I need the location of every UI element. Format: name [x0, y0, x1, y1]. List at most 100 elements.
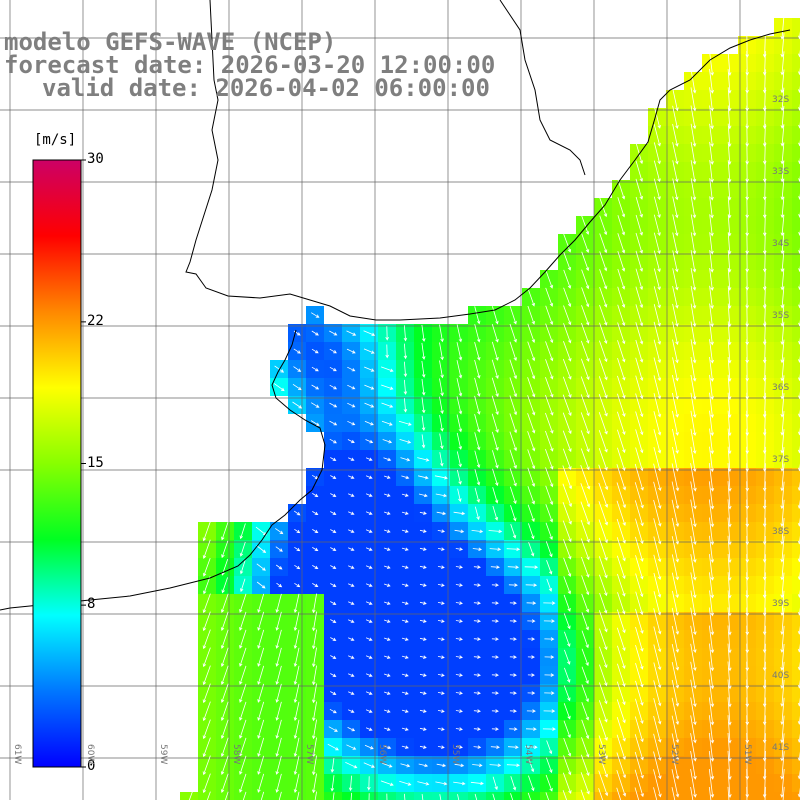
wind-arrow — [436, 763, 447, 768]
wind-arrow — [380, 366, 394, 372]
wind-arrow — [421, 434, 426, 449]
wind-cell — [792, 576, 800, 594]
wind-arrow — [690, 679, 697, 708]
wind-arrow — [347, 366, 356, 372]
wind-arrow — [690, 69, 697, 94]
wind-arrow — [418, 493, 428, 498]
wind-arrow — [598, 519, 608, 544]
wind-arrow — [562, 483, 572, 508]
wind-arrow — [745, 428, 749, 455]
wind-arrow — [275, 773, 282, 793]
wind-arrow — [762, 178, 767, 201]
wind-arrow — [508, 583, 518, 587]
wind-arrow — [690, 160, 697, 183]
wind-arrow — [329, 330, 338, 336]
wind-arrow — [599, 646, 608, 669]
wind-arrow — [509, 486, 517, 505]
wind-arrow — [653, 463, 662, 492]
wind-arrow — [256, 563, 266, 571]
wind-arrow — [780, 393, 785, 418]
wind-arrow — [383, 493, 391, 497]
wind-arrow — [545, 792, 550, 800]
wind-arrow — [690, 285, 697, 309]
wind-arrow — [275, 593, 282, 613]
wind-arrow — [437, 673, 445, 677]
wind-arrow — [419, 583, 427, 587]
wind-arrow — [709, 535, 715, 564]
wind-arrow — [546, 757, 553, 774]
wind-arrow — [762, 661, 767, 690]
wind-arrow — [708, 625, 715, 654]
wind-cell — [486, 792, 504, 800]
wind-arrow — [455, 745, 463, 749]
wind-arrow — [474, 432, 481, 451]
wind-arrow — [527, 637, 536, 641]
wind-arrow — [364, 366, 375, 372]
wind-arrow — [527, 341, 536, 362]
wind-arrow — [472, 547, 483, 551]
wind-arrow — [690, 661, 697, 690]
wind-arrow — [562, 376, 572, 398]
wind-arrow — [580, 789, 586, 800]
wind-arrow — [780, 124, 785, 147]
wind-arrow — [528, 542, 535, 557]
wind-arrow — [709, 446, 714, 473]
estuary-coast-path — [499, 0, 586, 176]
wind-arrow — [672, 357, 679, 382]
wind-arrow — [634, 769, 644, 798]
colorbar-tick-label: 0 — [87, 758, 96, 774]
longitude-label: 58W — [231, 744, 241, 765]
wind-arrow — [330, 547, 337, 551]
wind-cell — [792, 630, 800, 648]
wind-arrow — [780, 375, 785, 400]
wind-arrow — [653, 214, 661, 237]
wind-arrow — [780, 232, 785, 255]
wind-arrow — [653, 751, 662, 780]
wind-arrow — [708, 661, 715, 690]
wind-arrow — [690, 339, 697, 364]
wind-arrow — [562, 412, 572, 435]
wind-arrow — [598, 464, 609, 491]
wind-arrow — [312, 719, 317, 740]
wind-arrow — [348, 601, 355, 605]
wind-arrow — [383, 475, 391, 479]
wind-arrow — [635, 214, 643, 236]
wind-arrow — [617, 215, 626, 236]
wind-arrow — [383, 565, 391, 569]
wind-arrow — [635, 250, 643, 272]
wind-arrow — [580, 519, 590, 543]
colorbar — [32, 159, 86, 768]
wind-cell — [612, 792, 630, 800]
wind-arrow — [672, 446, 679, 472]
wind-arrow — [527, 305, 535, 325]
wind-arrow — [562, 394, 572, 417]
wind-arrow — [437, 709, 445, 713]
wind-cell — [630, 792, 648, 800]
wind-arrow — [509, 637, 517, 641]
wind-arrow — [456, 396, 463, 415]
wind-arrow — [708, 697, 715, 726]
wind-arrow — [491, 359, 499, 379]
wind-arrow — [526, 709, 536, 713]
wind-arrow — [598, 717, 608, 741]
wind-arrow — [473, 673, 481, 677]
wind-arrow — [653, 644, 662, 671]
wind-arrow — [470, 781, 484, 786]
wind-arrow — [509, 359, 517, 380]
wind-arrow — [239, 737, 247, 757]
wind-cell — [792, 342, 800, 360]
wind-arrow — [364, 384, 375, 390]
wind-arrow — [473, 691, 481, 695]
wind-arrow — [473, 601, 481, 605]
wind-arrow — [239, 611, 247, 631]
wind-arrow — [364, 402, 375, 408]
wind-arrow — [690, 250, 697, 273]
wind-cell — [792, 126, 800, 144]
wind-arrow — [545, 287, 554, 307]
wind-arrow — [780, 196, 785, 219]
wind-arrow — [509, 377, 518, 398]
wind-arrow — [690, 463, 697, 492]
wind-arrow — [471, 529, 484, 534]
wind-arrow — [509, 655, 517, 659]
wind-arrow — [401, 493, 409, 497]
